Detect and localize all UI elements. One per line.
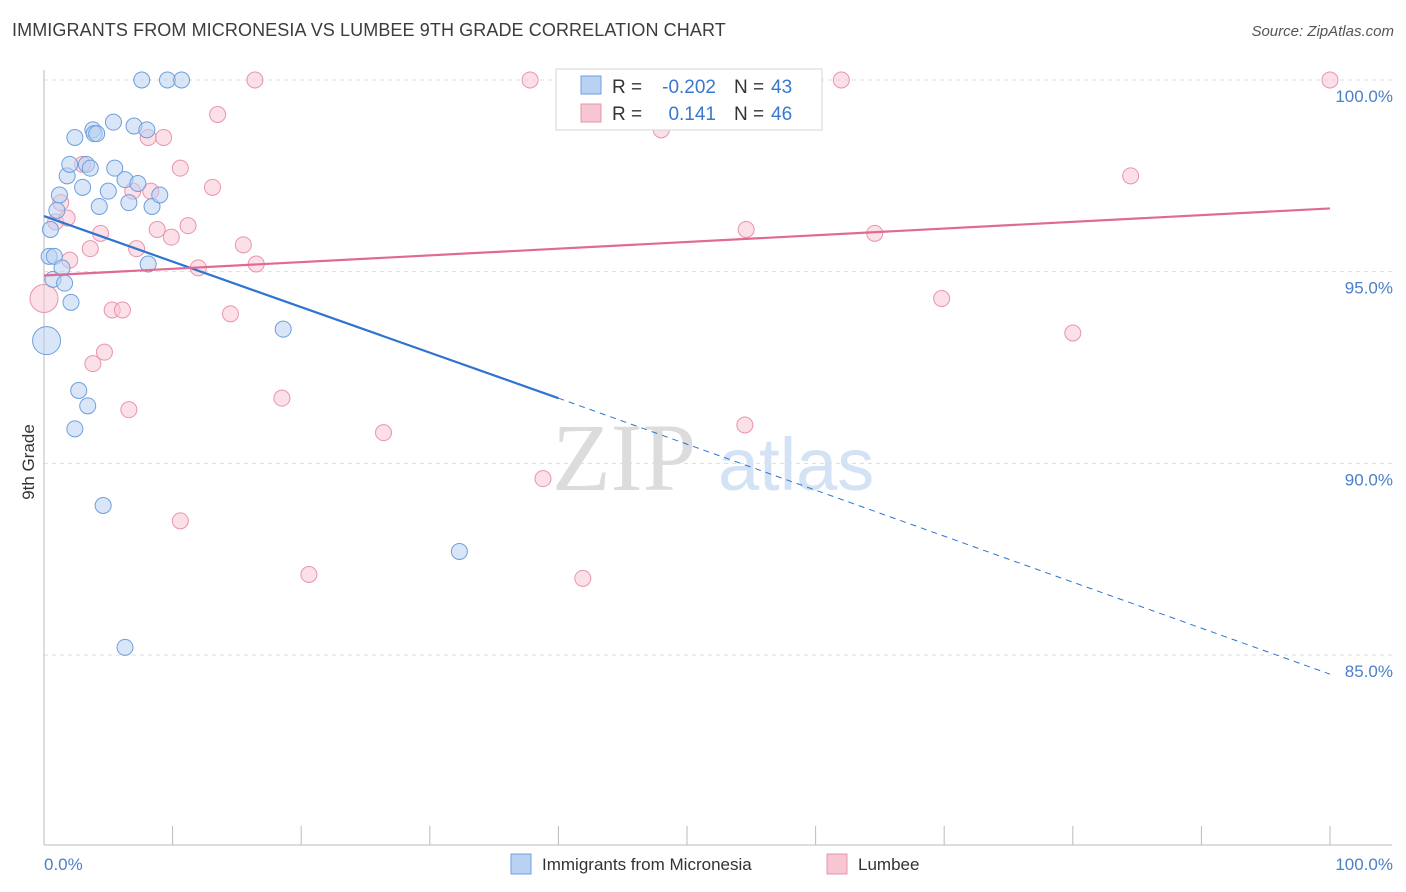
trend-lines	[43, 207, 1331, 675]
stats-n-label-pink: N =	[734, 104, 764, 125]
legend-swatch-lumbee	[826, 853, 848, 875]
lumbee-point	[736, 416, 754, 434]
lumbee-point	[234, 236, 252, 254]
micronesia-points	[32, 71, 468, 656]
micronesia-trend-line	[43, 215, 559, 400]
lumbee-point	[933, 290, 951, 307]
micronesia-point	[66, 420, 84, 438]
lumbee-point	[81, 240, 99, 258]
legend-label-micronesia: Immigrants from Micronesia	[542, 855, 752, 874]
watermark: ZIP atlas	[552, 404, 874, 511]
micronesia-point	[74, 178, 92, 196]
micronesia-point	[129, 175, 147, 192]
lumbee-point	[162, 228, 180, 246]
lumbee-point	[171, 159, 189, 177]
lumbee-point	[1122, 167, 1140, 185]
watermark-zip: ZIP	[552, 404, 696, 511]
lumbee-point	[148, 221, 166, 238]
stats-r-label-blue: R =	[612, 77, 642, 98]
micronesia-point	[66, 129, 84, 146]
micronesia-point	[158, 71, 176, 89]
legend-label-lumbee: Lumbee	[858, 855, 919, 874]
x-tick-label-max: 100.0%	[1335, 855, 1393, 874]
chart-title: IMMIGRANTS FROM MICRONESIA VS LUMBEE 9TH…	[12, 20, 726, 40]
grid-lines	[44, 79, 1392, 656]
lumbee-trend-line	[43, 207, 1331, 277]
y-axis-label: 9th Grade	[19, 424, 38, 500]
chart-source: Source: ZipAtlas.com	[1251, 23, 1394, 40]
lumbee-point	[534, 470, 552, 488]
lumbee-point	[95, 343, 113, 361]
y-tick-label: 95.0%	[1345, 279, 1393, 298]
y-tick-labels: 85.0% 90.0% 95.0% 100.0%	[1335, 87, 1393, 681]
lumbee-point	[203, 178, 221, 196]
micronesia-trend-extension	[558, 397, 1331, 675]
stats-swatch-blue	[580, 75, 602, 95]
micronesia-point	[138, 121, 156, 139]
lumbee-point	[1321, 71, 1339, 89]
micronesia-point	[50, 186, 68, 204]
lumbee-point	[246, 71, 264, 89]
lumbee-point	[832, 71, 850, 89]
micronesia-point	[81, 159, 99, 177]
stats-r-value-blue: -0.202	[662, 77, 716, 98]
lumbee-point	[113, 301, 131, 319]
stats-n-label-blue: N =	[734, 77, 764, 98]
lumbee-point	[171, 512, 189, 530]
lumbee-point	[574, 569, 592, 587]
micronesia-point	[61, 155, 79, 173]
micronesia-point	[139, 255, 157, 273]
micronesia-point	[79, 397, 97, 415]
lumbee-point	[375, 424, 393, 442]
lumbee-point	[29, 284, 59, 313]
micronesia-point	[48, 201, 66, 219]
lumbee-point	[221, 305, 239, 323]
micronesia-point	[88, 125, 106, 143]
legend-swatch-micronesia	[510, 853, 532, 875]
stats-n-value-pink: 46	[771, 104, 792, 125]
micronesia-point	[94, 497, 112, 514]
stats-box: R = -0.202 N = 43 R = 0.141 N = 46	[555, 68, 823, 131]
lumbee-point	[84, 355, 102, 373]
lumbee-point	[120, 401, 138, 419]
lumbee-point	[521, 71, 539, 89]
lumbee-point	[737, 221, 755, 238]
micronesia-point	[116, 638, 134, 656]
micronesia-point	[62, 293, 80, 311]
x-tick-marks	[172, 826, 1331, 845]
micronesia-point	[274, 320, 292, 338]
x-tick-label-min: 0.0%	[44, 855, 83, 874]
micronesia-point	[120, 194, 138, 212]
stats-swatch-pink	[580, 103, 602, 123]
micronesia-point	[32, 326, 62, 356]
micronesia-point	[450, 543, 468, 560]
stats-r-value-pink: 0.141	[668, 104, 716, 125]
lumbee-point	[155, 129, 173, 146]
micronesia-point	[70, 382, 88, 399]
lumbee-point	[1064, 324, 1082, 342]
lumbee-point	[300, 566, 318, 583]
y-tick-label: 100.0%	[1335, 87, 1393, 106]
stats-n-value-blue: 43	[771, 77, 792, 98]
lumbee-point	[273, 389, 291, 407]
y-tick-label: 90.0%	[1345, 470, 1393, 489]
micronesia-point	[173, 71, 191, 89]
micronesia-point	[104, 113, 122, 131]
legend: Immigrants from Micronesia Lumbee	[510, 853, 919, 875]
stats-r-label-pink: R =	[612, 104, 642, 125]
micronesia-point	[90, 198, 108, 215]
axes	[43, 70, 1392, 846]
y-tick-label: 85.0%	[1345, 662, 1393, 681]
micronesia-point	[133, 71, 151, 89]
lumbee-point	[179, 217, 197, 235]
micronesia-point	[151, 186, 169, 204]
micronesia-point	[41, 221, 59, 238]
watermark-atlas: atlas	[718, 423, 874, 506]
micronesia-point	[56, 274, 74, 292]
micronesia-point	[106, 159, 124, 177]
lumbee-point	[209, 106, 227, 123]
micronesia-point	[99, 182, 117, 200]
